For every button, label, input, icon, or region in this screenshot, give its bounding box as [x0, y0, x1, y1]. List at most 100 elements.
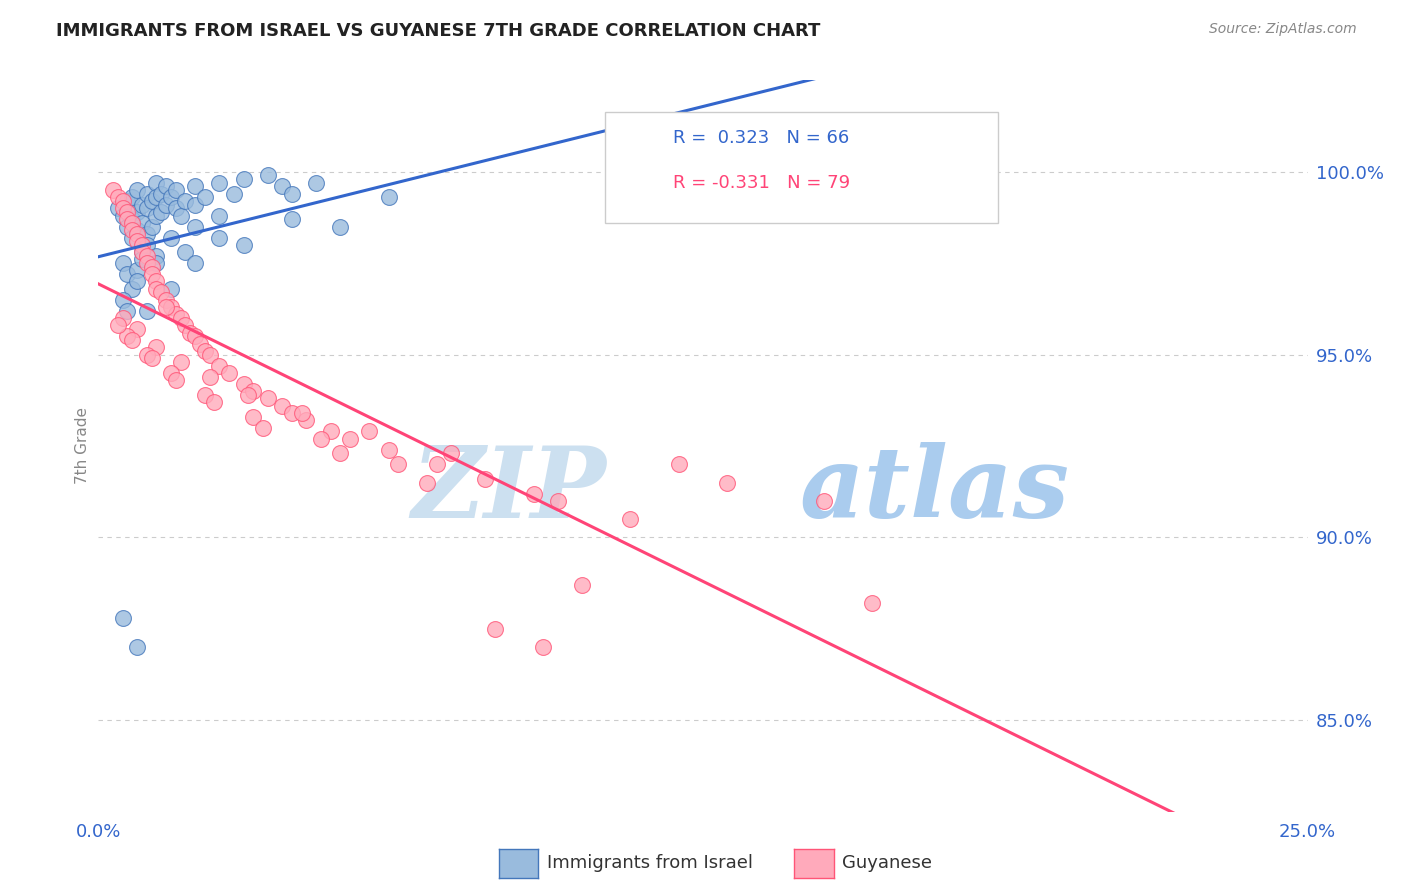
- Point: [160, 190, 183, 204]
- Point: [117, 303, 139, 318]
- Point: [117, 329, 139, 343]
- Point: [208, 230, 231, 244]
- Point: [150, 285, 173, 300]
- Point: [127, 183, 149, 197]
- Point: [131, 245, 153, 260]
- Point: [184, 179, 207, 194]
- Point: [198, 348, 221, 362]
- Point: [145, 249, 167, 263]
- Point: [860, 596, 883, 610]
- Point: [155, 300, 177, 314]
- Point: [145, 209, 167, 223]
- Point: [121, 212, 143, 227]
- Point: [150, 186, 173, 201]
- Point: [121, 230, 143, 244]
- Point: [111, 293, 134, 307]
- Point: [426, 458, 449, 472]
- Text: atlas: atlas: [800, 442, 1070, 538]
- Point: [111, 256, 134, 270]
- Point: [121, 216, 143, 230]
- Point: [309, 432, 332, 446]
- Point: [111, 209, 134, 223]
- Point: [127, 223, 149, 237]
- Point: [160, 300, 183, 314]
- Text: R = -0.331   N = 79: R = -0.331 N = 79: [673, 174, 851, 192]
- Point: [131, 252, 153, 267]
- Point: [131, 238, 153, 252]
- Point: [668, 169, 690, 183]
- Point: [523, 486, 546, 500]
- Point: [416, 475, 439, 490]
- Point: [169, 311, 191, 326]
- Point: [232, 172, 254, 186]
- Point: [222, 186, 245, 201]
- Point: [169, 355, 191, 369]
- Point: [174, 194, 197, 208]
- Point: [305, 176, 328, 190]
- Point: [474, 472, 496, 486]
- Text: ZIP: ZIP: [412, 442, 606, 538]
- Text: Source: ZipAtlas.com: Source: ZipAtlas.com: [1209, 22, 1357, 37]
- Point: [121, 190, 143, 204]
- Point: [135, 227, 157, 241]
- Point: [571, 578, 593, 592]
- Point: [165, 202, 187, 216]
- Point: [131, 216, 153, 230]
- Point: [121, 333, 143, 347]
- Point: [111, 611, 134, 625]
- Point: [281, 406, 304, 420]
- Point: [440, 446, 463, 460]
- Point: [281, 186, 304, 201]
- Point: [531, 640, 554, 655]
- Point: [319, 425, 342, 439]
- Point: [174, 245, 197, 260]
- Point: [117, 205, 139, 219]
- Point: [127, 205, 149, 219]
- Point: [194, 190, 217, 204]
- Point: [377, 190, 399, 204]
- Point: [208, 176, 231, 190]
- Point: [174, 318, 197, 333]
- Point: [813, 493, 835, 508]
- Point: [127, 322, 149, 336]
- Point: [387, 458, 409, 472]
- Point: [107, 318, 129, 333]
- Point: [204, 395, 226, 409]
- Text: Immigrants from Israel: Immigrants from Israel: [547, 855, 754, 872]
- Point: [547, 493, 569, 508]
- Point: [271, 179, 294, 194]
- Point: [329, 446, 352, 460]
- Point: [256, 169, 278, 183]
- Point: [145, 256, 167, 270]
- Point: [184, 329, 207, 343]
- Point: [135, 186, 157, 201]
- Point: [135, 238, 157, 252]
- Point: [135, 249, 157, 263]
- Point: [208, 209, 231, 223]
- Point: [145, 340, 167, 354]
- Point: [121, 282, 143, 296]
- Point: [184, 197, 207, 211]
- Point: [145, 282, 167, 296]
- Point: [165, 183, 187, 197]
- Point: [117, 219, 139, 234]
- Point: [377, 442, 399, 457]
- Point: [155, 197, 177, 211]
- Point: [179, 326, 201, 340]
- Point: [165, 373, 187, 387]
- Point: [668, 458, 690, 472]
- Point: [141, 351, 163, 366]
- Point: [359, 425, 381, 439]
- Point: [290, 406, 312, 420]
- Point: [184, 219, 207, 234]
- Point: [242, 409, 264, 424]
- Point: [145, 190, 167, 204]
- Point: [619, 512, 641, 526]
- Y-axis label: 7th Grade: 7th Grade: [75, 408, 90, 484]
- Point: [256, 392, 278, 406]
- Text: Guyanese: Guyanese: [842, 855, 932, 872]
- Point: [329, 219, 352, 234]
- Point: [107, 190, 129, 204]
- Point: [198, 369, 221, 384]
- Point: [155, 179, 177, 194]
